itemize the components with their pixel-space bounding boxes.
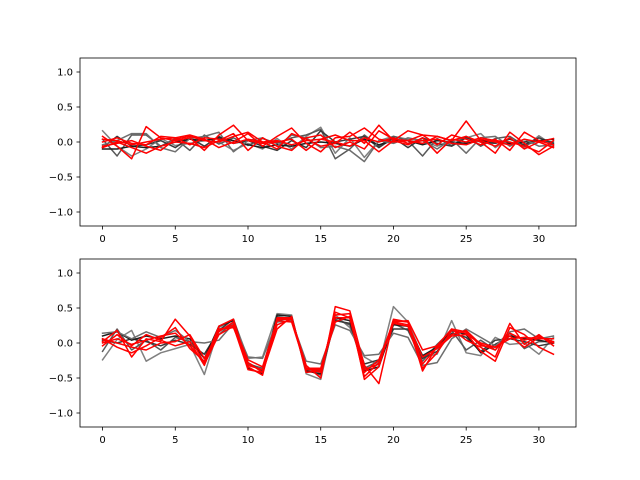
bottom-y-tick-label: 0.0 [57, 339, 73, 350]
bottom-y-axis: −1.0 −0.5 0.0 0.5 1.0 [49, 269, 80, 420]
top-subplot: 0 5 10 15 20 25 30 −1.0 −0.5 0.0 0.5 1.0 [49, 57, 577, 245]
bottom-x-tick-label: 0 [99, 435, 105, 446]
bottom-x-tick-label: 20 [387, 435, 400, 446]
top-x-tick-label: 5 [172, 234, 178, 245]
top-x-tick-label: 30 [533, 234, 546, 245]
bottom-x-tick-label: 10 [242, 435, 255, 446]
bottom-y-tick-label: −1.0 [49, 409, 73, 420]
bottom-series-line-10 [101, 317, 555, 376]
bottom-subplot: 0 5 10 15 20 25 30 −1.0 −0.5 0.0 0.5 1.0 [49, 258, 577, 446]
top-x-tick-label: 25 [460, 234, 473, 245]
top-x-axis: 0 5 10 15 20 25 30 [99, 226, 545, 245]
bottom-x-tick-label: 30 [533, 435, 546, 446]
top-x-tick-label: 10 [242, 234, 255, 245]
top-y-tick-label: −0.5 [49, 173, 73, 184]
top-x-tick-label: 0 [99, 234, 105, 245]
top-y-tick-label: 0.0 [57, 138, 73, 149]
bottom-series-line-9 [101, 315, 555, 374]
bottom-x-tick-label: 25 [460, 435, 473, 446]
top-x-tick-label: 20 [387, 234, 400, 245]
top-y-tick-label: 1.0 [57, 68, 73, 79]
top-series-group [101, 120, 555, 163]
top-series-line-10 [101, 130, 555, 156]
bottom-x-tick-label: 5 [172, 435, 178, 446]
top-series-line-6 [101, 120, 555, 160]
bottom-y-tick-label: 1.0 [57, 269, 73, 280]
top-y-tick-label: −1.0 [49, 208, 73, 219]
bottom-x-tick-label: 15 [314, 435, 327, 446]
bottom-y-tick-label: −0.5 [49, 374, 73, 385]
bottom-x-axis: 0 5 10 15 20 25 30 [99, 427, 545, 446]
top-y-axis: −1.0 −0.5 0.0 0.5 1.0 [49, 68, 80, 219]
top-y-tick-label: 0.5 [57, 103, 73, 114]
top-x-tick-label: 15 [314, 234, 327, 245]
bottom-y-tick-label: 0.5 [57, 304, 73, 315]
bottom-series-group [101, 305, 555, 385]
